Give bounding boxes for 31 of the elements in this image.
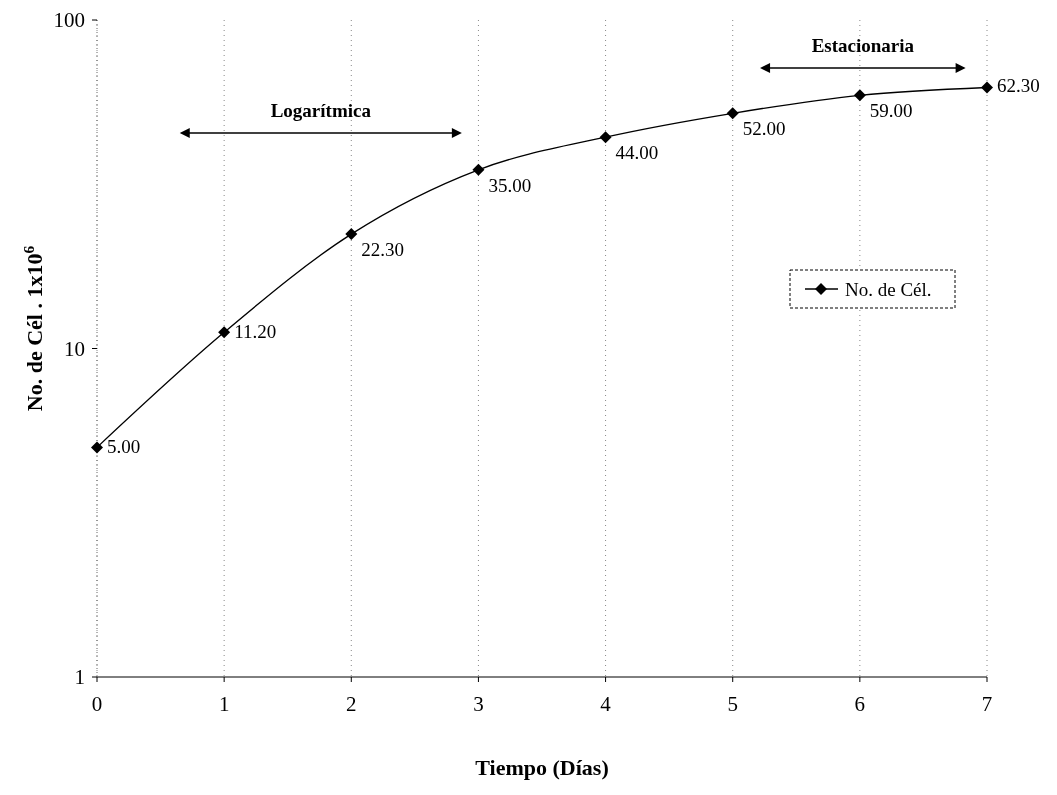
annotation: Logarítmica [270, 100, 372, 121]
x-tick-label: 1 [218, 692, 230, 716]
data-label: 22.30 [361, 239, 405, 261]
x-tick-label: 5 [727, 692, 738, 716]
legend-label: No. de Cél. [845, 279, 932, 300]
annotation: Estacionaria [811, 35, 915, 56]
point [599, 131, 612, 144]
data-label: 44.00 [615, 142, 659, 164]
y-tick-label: 100 [53, 8, 85, 32]
x-tick-label: 7 [981, 692, 993, 716]
data-label: 59.00 [869, 100, 913, 122]
x-axis-title: Tiempo (Días) [475, 755, 609, 780]
point [726, 107, 739, 120]
x-tick-label: 0 [91, 692, 103, 716]
point [91, 441, 103, 454]
data-label: 62.30 [997, 74, 1040, 96]
x-tick-label: 3 [473, 692, 484, 716]
x-tick-label: 2 [346, 692, 357, 716]
point [472, 163, 485, 176]
data-label: 52.00 [742, 118, 786, 140]
point [218, 326, 231, 339]
data-label: 35.00 [488, 174, 532, 196]
data-label: 11.20 [234, 321, 277, 343]
y-tick-label: 1 [74, 665, 85, 689]
point [345, 228, 358, 241]
x-tick-label: 6 [854, 692, 866, 716]
point [981, 81, 993, 94]
x-tick-label: 4 [600, 692, 612, 716]
y-tick-label: 10 [64, 336, 85, 361]
point [853, 89, 866, 102]
data-label: 5.00 [107, 436, 141, 458]
